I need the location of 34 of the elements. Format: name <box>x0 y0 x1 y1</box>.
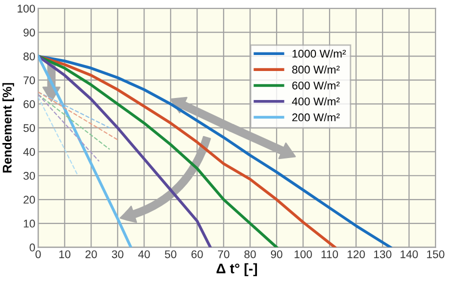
y-tick-label: 20 <box>24 196 35 204</box>
y-tick-label: 80 <box>24 52 35 60</box>
y-tick-label: 40 <box>23 148 35 156</box>
y-tick-label: 100 <box>18 4 35 13</box>
legend-label: 400 W/m² <box>292 97 340 106</box>
x-tick-label: 80 <box>244 250 256 258</box>
x-tick-label: 60 <box>191 250 203 258</box>
x-tick-label: 20 <box>86 250 97 258</box>
x-tick-label: 40 <box>138 250 150 258</box>
y-tick-label: 50 <box>23 124 35 132</box>
x-axis-title: Δ t° [-] <box>216 263 257 276</box>
legend-label: 200 W/m² <box>292 113 340 122</box>
x-tick-label: 10 <box>59 250 70 258</box>
y-tick-label: 90 <box>24 28 35 36</box>
x-tick-label: 150 <box>427 250 444 258</box>
x-tick-label: 0 <box>36 250 41 258</box>
y-tick-label: 60 <box>24 100 35 108</box>
legend-label: 800 W/m² <box>292 65 340 74</box>
y-axis-title: Rendement [%] <box>2 83 14 173</box>
x-tick-label: 90 <box>270 250 282 258</box>
x-tick-label: 130 <box>374 250 392 258</box>
x-tick-label: 120 <box>348 250 365 258</box>
y-tick-label: 30 <box>23 172 35 180</box>
x-tick-label: 140 <box>400 250 418 258</box>
legend-label: 600 W/m² <box>292 81 340 90</box>
x-tick-label: 110 <box>322 250 338 258</box>
x-tick-label: 100 <box>294 250 312 258</box>
y-tick-label: 70 <box>24 76 35 84</box>
y-tick-label: 10 <box>24 220 35 228</box>
x-tick-label: 30 <box>112 250 124 258</box>
legend-label: 1000 W/m² <box>292 49 346 58</box>
x-tick-label: 70 <box>218 250 230 258</box>
y-tick-label: 0 <box>30 244 35 252</box>
x-tick-label: 50 <box>164 250 176 258</box>
